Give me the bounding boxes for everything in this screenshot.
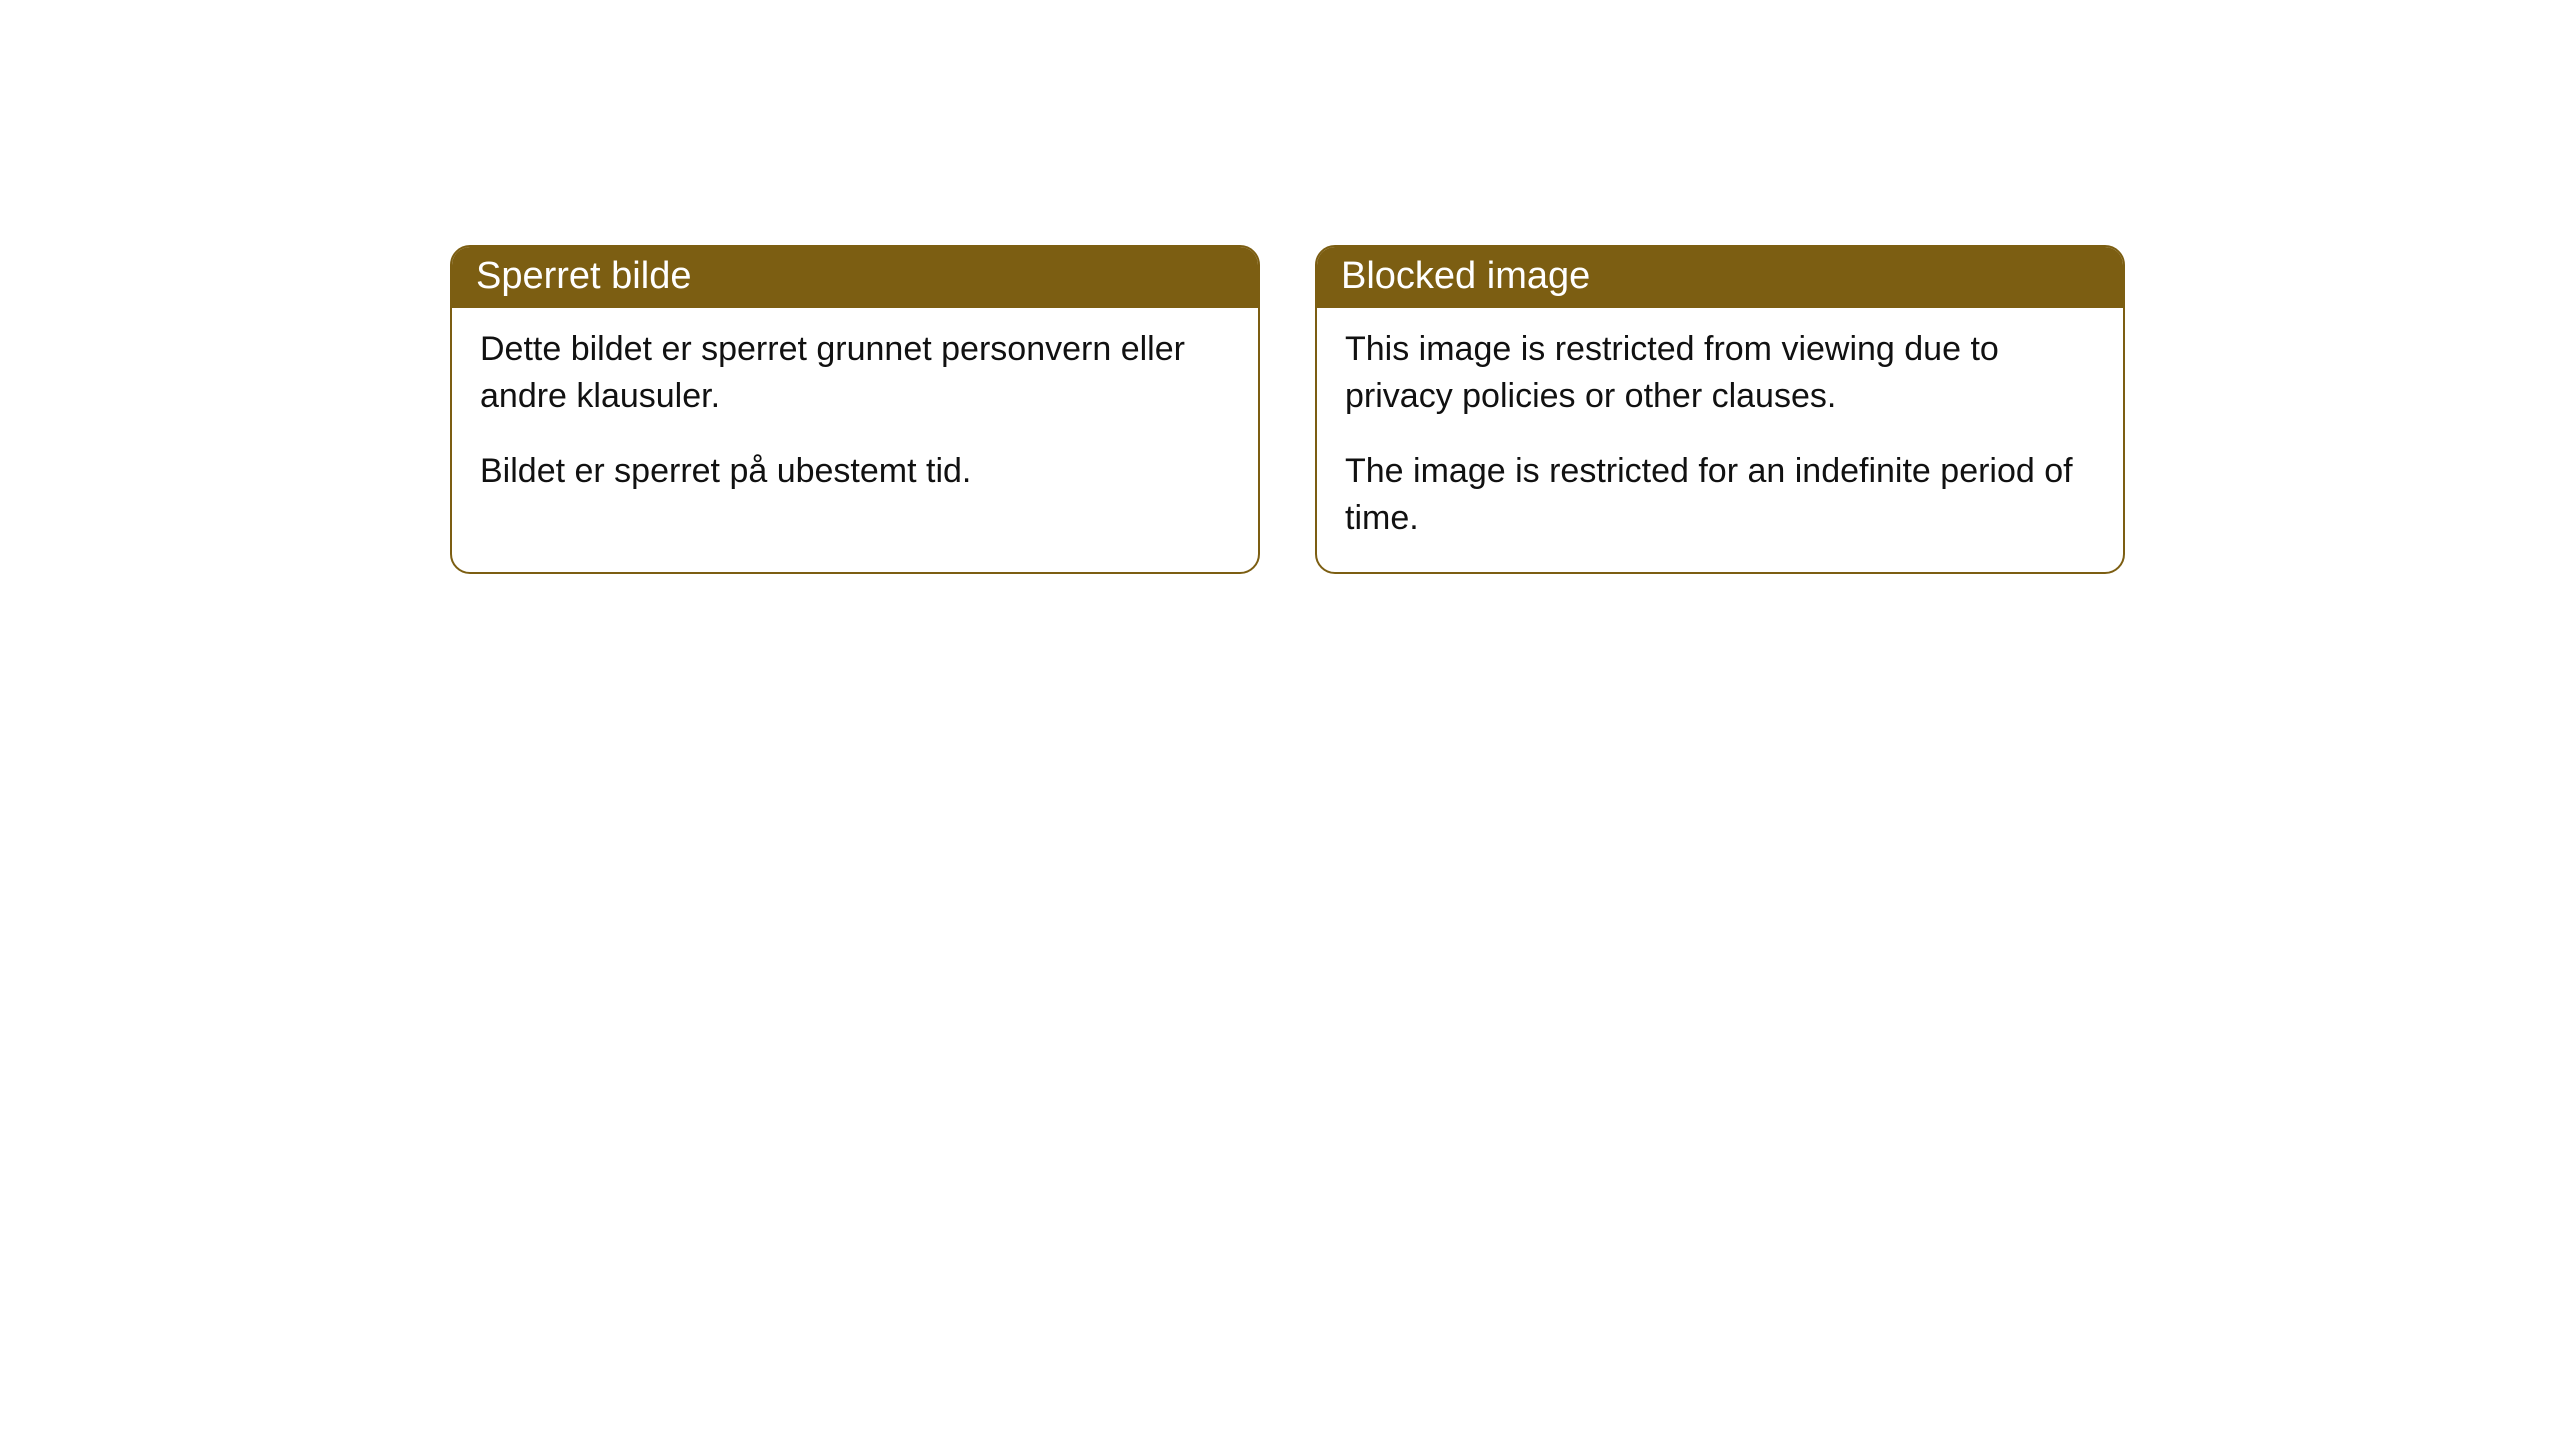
card-title: Sperret bilde	[476, 255, 691, 297]
notice-card-norwegian: Sperret bilde Dette bildet er sperret gr…	[450, 245, 1260, 574]
card-title: Blocked image	[1341, 255, 1590, 297]
card-paragraph: This image is restricted from viewing du…	[1345, 326, 2095, 420]
card-header: Sperret bilde	[452, 247, 1258, 308]
card-header: Blocked image	[1317, 247, 2123, 308]
card-paragraph: Bildet er sperret på ubestemt tid.	[480, 448, 1230, 495]
notice-cards-container: Sperret bilde Dette bildet er sperret gr…	[450, 245, 2560, 574]
card-body: This image is restricted from viewing du…	[1317, 308, 2123, 572]
card-paragraph: Dette bildet er sperret grunnet personve…	[480, 326, 1230, 420]
card-body: Dette bildet er sperret grunnet personve…	[452, 308, 1258, 525]
card-paragraph: The image is restricted for an indefinit…	[1345, 448, 2095, 542]
notice-card-english: Blocked image This image is restricted f…	[1315, 245, 2125, 574]
